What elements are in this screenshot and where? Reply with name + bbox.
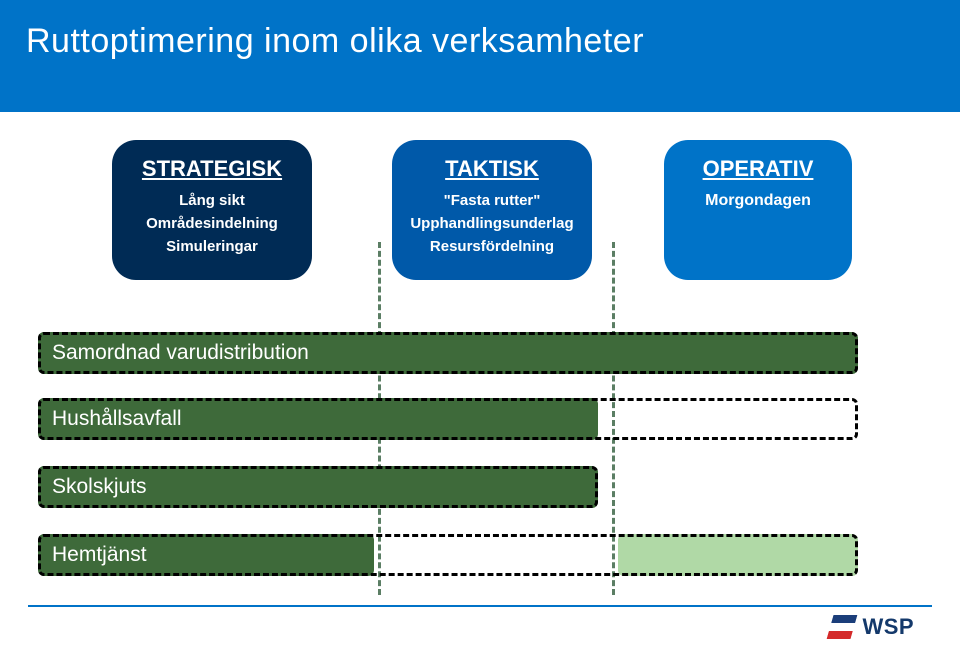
- bar-hushallsavfall: Hushållsavfall: [38, 398, 858, 440]
- card-operativ-sub-1: Morgondagen: [664, 192, 852, 210]
- card-taktisk-sub-3: Resursfördelning: [392, 238, 592, 255]
- card-taktisk-sub-1: "Fasta rutter": [392, 192, 592, 209]
- page-title: Ruttoptimering inom olika verksamheter: [26, 22, 644, 61]
- card-strategisk: STRATEGISK Lång sikt Områdesindelning Si…: [112, 140, 312, 280]
- wsp-logo-text: WSP: [862, 614, 914, 640]
- bar-skolskjuts-label: Skolskjuts: [52, 466, 147, 508]
- card-strategisk-title: STRATEGISK: [112, 156, 312, 182]
- flag-stripe-2: [829, 623, 855, 631]
- bar-skolskjuts: Skolskjuts: [38, 466, 598, 508]
- card-strategisk-sub-1: Lång sikt: [112, 192, 312, 209]
- flag-stripe-1: [831, 615, 857, 623]
- wsp-logo-flag-icon: [827, 615, 858, 639]
- bar-samordnad-label: Samordnad varudistribution: [52, 332, 309, 374]
- card-taktisk-title: TAKTISK: [392, 156, 592, 182]
- footer-line: [28, 605, 932, 607]
- bar-samordnad: Samordnad varudistribution: [38, 332, 858, 374]
- card-operativ-title: OPERATIV: [664, 156, 852, 182]
- card-taktisk-sub-2: Upphandlingsunderlag: [392, 215, 592, 232]
- bar-hushallsavfall-label: Hushållsavfall: [52, 398, 182, 440]
- card-operativ: OPERATIV Morgondagen: [664, 140, 852, 280]
- card-strategisk-sub-2: Områdesindelning: [112, 215, 312, 232]
- wsp-logo: WSP: [830, 614, 918, 642]
- flag-stripe-3: [827, 631, 853, 639]
- bar-hemtjanst-label: Hemtjänst: [52, 534, 147, 576]
- bar-hemtjanst-outline: [38, 534, 858, 576]
- card-taktisk: TAKTISK "Fasta rutter" Upphandlingsunder…: [392, 140, 592, 280]
- card-strategisk-sub-3: Simuleringar: [112, 238, 312, 255]
- bar-hemtjanst: Hemtjänst: [38, 534, 858, 576]
